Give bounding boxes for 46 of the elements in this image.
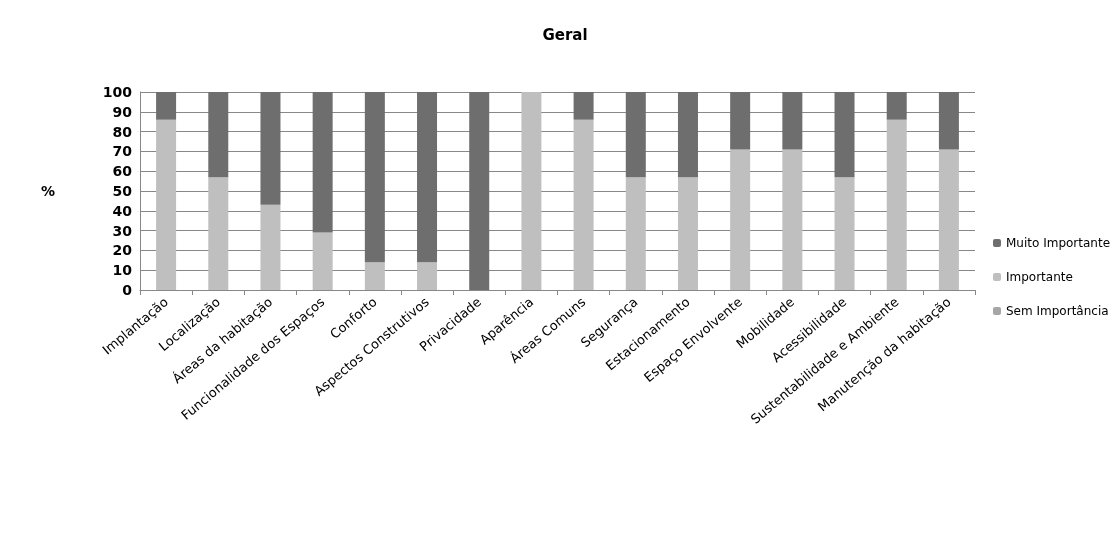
- bar: [573, 92, 594, 120]
- bar: [834, 177, 855, 290]
- bar: [886, 92, 907, 120]
- bar: [364, 262, 385, 290]
- bar: [260, 92, 281, 205]
- y-tick-label: 30: [112, 222, 133, 239]
- bar: [156, 119, 177, 290]
- bar: [938, 92, 959, 150]
- bar: [938, 149, 959, 290]
- bar: [469, 92, 490, 290]
- bar: [364, 92, 385, 263]
- bar: [625, 92, 646, 178]
- y-tick-label: 80: [112, 123, 133, 140]
- y-tick-label: 40: [112, 202, 133, 219]
- y-tick-label: 90: [112, 103, 133, 120]
- legend-label: Importante: [1006, 270, 1073, 284]
- bar: [208, 92, 229, 178]
- bar: [677, 177, 698, 290]
- y-tick-label: 70: [112, 143, 133, 160]
- bar: [782, 92, 803, 150]
- bar: [208, 177, 229, 290]
- bar: [782, 149, 803, 290]
- bar: [312, 232, 333, 290]
- y-tick-label: 10: [112, 262, 133, 279]
- y-tick-label: 60: [112, 163, 133, 180]
- bar: [417, 92, 438, 263]
- bar: [625, 177, 646, 290]
- bar: [677, 92, 698, 178]
- bar: [417, 262, 438, 290]
- bar: [521, 92, 542, 290]
- y-tick-label: 50: [112, 183, 133, 199]
- bar: [156, 92, 177, 120]
- y-tick-label: 0: [122, 282, 133, 298]
- y-axis-title: %: [40, 183, 55, 199]
- bar: [573, 119, 594, 290]
- y-tick-label: 20: [112, 242, 133, 259]
- bar: [260, 204, 281, 290]
- y-tick-label: 100: [102, 84, 133, 100]
- legend-label: Sem Importância: [1006, 304, 1109, 318]
- chart-title: Geral: [542, 25, 588, 44]
- bar: [886, 119, 907, 290]
- legend-label: Muito Importante: [1006, 236, 1111, 250]
- bar: [312, 92, 333, 233]
- bar: [730, 149, 751, 290]
- bar: [834, 92, 855, 178]
- bar: [730, 92, 751, 150]
